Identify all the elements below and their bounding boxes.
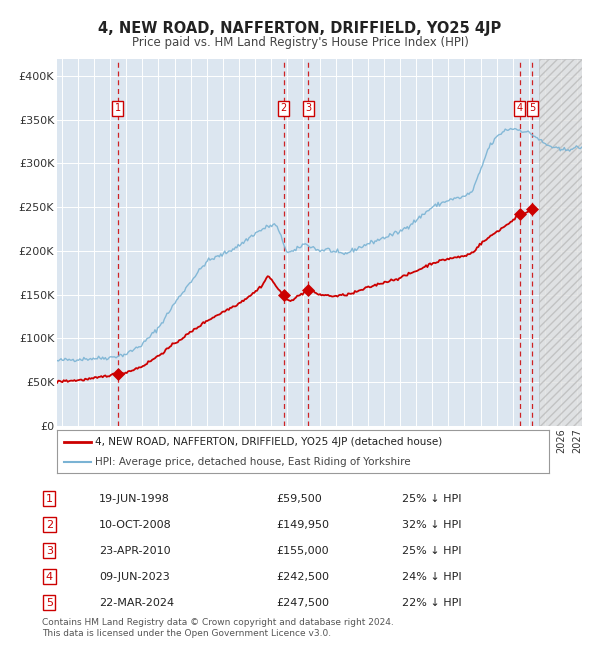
Text: 10-OCT-2008: 10-OCT-2008: [99, 519, 172, 530]
Text: Price paid vs. HM Land Registry's House Price Index (HPI): Price paid vs. HM Land Registry's House …: [131, 36, 469, 49]
Text: 22% ↓ HPI: 22% ↓ HPI: [402, 597, 461, 608]
Text: £155,000: £155,000: [276, 545, 329, 556]
Text: 4: 4: [517, 103, 523, 113]
Text: This data is licensed under the Open Government Licence v3.0.: This data is licensed under the Open Gov…: [42, 629, 331, 638]
Text: 25% ↓ HPI: 25% ↓ HPI: [402, 545, 461, 556]
Text: 32% ↓ HPI: 32% ↓ HPI: [402, 519, 461, 530]
Text: HPI: Average price, detached house, East Riding of Yorkshire: HPI: Average price, detached house, East…: [95, 457, 411, 467]
Text: 2: 2: [281, 103, 287, 113]
Text: 23-APR-2010: 23-APR-2010: [99, 545, 170, 556]
Text: 24% ↓ HPI: 24% ↓ HPI: [402, 571, 461, 582]
Text: £242,500: £242,500: [276, 571, 329, 582]
Text: 1: 1: [115, 103, 121, 113]
Text: Contains HM Land Registry data © Crown copyright and database right 2024.: Contains HM Land Registry data © Crown c…: [42, 618, 394, 627]
Text: £247,500: £247,500: [276, 597, 329, 608]
Text: 19-JUN-1998: 19-JUN-1998: [99, 493, 170, 504]
Text: 4, NEW ROAD, NAFFERTON, DRIFFIELD, YO25 4JP: 4, NEW ROAD, NAFFERTON, DRIFFIELD, YO25 …: [98, 21, 502, 36]
Text: £149,950: £149,950: [276, 519, 329, 530]
Text: 1: 1: [46, 493, 53, 504]
Text: 3: 3: [46, 545, 53, 556]
Text: 3: 3: [305, 103, 311, 113]
Text: 25% ↓ HPI: 25% ↓ HPI: [402, 493, 461, 504]
Text: 5: 5: [46, 597, 53, 608]
Text: 09-JUN-2023: 09-JUN-2023: [99, 571, 170, 582]
Text: 4: 4: [46, 571, 53, 582]
Text: 5: 5: [529, 103, 536, 113]
Text: 4, NEW ROAD, NAFFERTON, DRIFFIELD, YO25 4JP (detached house): 4, NEW ROAD, NAFFERTON, DRIFFIELD, YO25 …: [95, 437, 443, 447]
Text: £59,500: £59,500: [276, 493, 322, 504]
Text: 22-MAR-2024: 22-MAR-2024: [99, 597, 174, 608]
Text: 2: 2: [46, 519, 53, 530]
Bar: [539, 58, 582, 426]
